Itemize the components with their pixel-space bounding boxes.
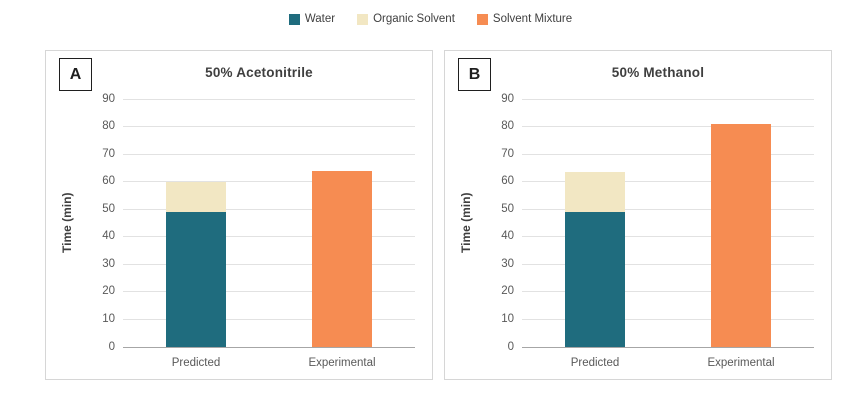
bar-segment-water <box>166 211 226 347</box>
gridline <box>522 318 814 320</box>
gridline <box>522 208 814 210</box>
gridline <box>123 208 415 210</box>
gridline <box>123 153 415 155</box>
x-category-label: Experimental <box>707 357 775 369</box>
y-tick-label: 30 <box>501 257 514 270</box>
y-tick-label: 90 <box>501 92 514 105</box>
y-tick-label: 30 <box>102 257 115 270</box>
gridline <box>123 318 415 320</box>
y-tick-label: 50 <box>501 202 514 215</box>
legend-swatch-water-icon <box>288 13 300 25</box>
x-axis-line <box>123 346 415 348</box>
y-tick-label: 80 <box>501 120 514 133</box>
legend-swatch-solvent-mixture-icon <box>476 13 488 25</box>
gridline <box>123 263 415 265</box>
gridline <box>522 98 814 100</box>
gridline <box>522 153 814 155</box>
gridline <box>123 181 415 183</box>
y-tick-label: 20 <box>102 285 115 298</box>
y-tick-label: 70 <box>102 147 115 160</box>
legend-swatch-organic-solvent-icon <box>357 13 369 25</box>
x-category-label: Predicted <box>570 357 620 369</box>
y-tick-label: 80 <box>102 120 115 133</box>
y-tick-label: 20 <box>501 285 514 298</box>
y-tick-label: 90 <box>102 92 115 105</box>
legend-label: Water <box>304 13 336 25</box>
gridline <box>123 126 415 128</box>
y-tick-label: 10 <box>501 312 514 325</box>
y-tick-label: 0 <box>507 340 514 353</box>
gridline <box>123 291 415 293</box>
legend-item-solvent-mixture: Solvent Mixture <box>476 13 573 25</box>
gridline <box>522 291 814 293</box>
gridline <box>522 126 814 128</box>
x-category-label: Experimental <box>308 357 376 369</box>
y-axis-label: Time (min) <box>459 192 473 254</box>
gridline <box>123 98 415 100</box>
legend-item-water: Water <box>288 13 336 25</box>
plot-area-a <box>123 98 415 348</box>
legend-item-organic-solvent: Organic Solvent <box>357 13 455 25</box>
gridline <box>522 263 814 265</box>
x-axis-line <box>522 346 814 348</box>
bar-segment-solvent-mixture <box>312 170 372 347</box>
y-axis-label: Time (min) <box>60 192 74 254</box>
panel-label-b: B <box>458 58 491 91</box>
gridline <box>123 236 415 238</box>
x-category-label: Predicted <box>171 357 221 369</box>
legend-label: Organic Solvent <box>373 13 455 25</box>
gridline <box>522 181 814 183</box>
plot-area-b <box>522 98 814 348</box>
panel-label-a: A <box>59 58 92 91</box>
y-tick-label: 10 <box>102 312 115 325</box>
legend-label: Solvent Mixture <box>492 13 573 25</box>
y-tick-label: 60 <box>102 175 115 188</box>
y-tick-label: 0 <box>108 340 115 353</box>
y-tick-label: 50 <box>102 202 115 215</box>
bar-segment-organic-solvent <box>166 181 226 212</box>
chart-title-b: 50% Methanol <box>611 65 705 80</box>
chart-panel-a: A 50% Acetonitrile Time (min) 0 10 20 30 40 5… <box>45 50 433 380</box>
bar-segment-water <box>565 211 625 347</box>
chart-panel-b: B 50% Methanol Time (min) 0 10 20 30 40 50 60 7… <box>444 50 832 380</box>
y-tick-label: 70 <box>501 147 514 160</box>
legend: Water Organic Solvent Solvent Mixture <box>0 13 861 25</box>
chart-title-a: 50% Acetonitrile <box>205 65 313 80</box>
y-tick-label: 40 <box>501 230 514 243</box>
y-tick-label: 40 <box>102 230 115 243</box>
y-tick-label: 60 <box>501 175 514 188</box>
bar-segment-solvent-mixture <box>711 123 771 347</box>
bar-segment-organic-solvent <box>565 172 625 212</box>
gridline <box>522 236 814 238</box>
